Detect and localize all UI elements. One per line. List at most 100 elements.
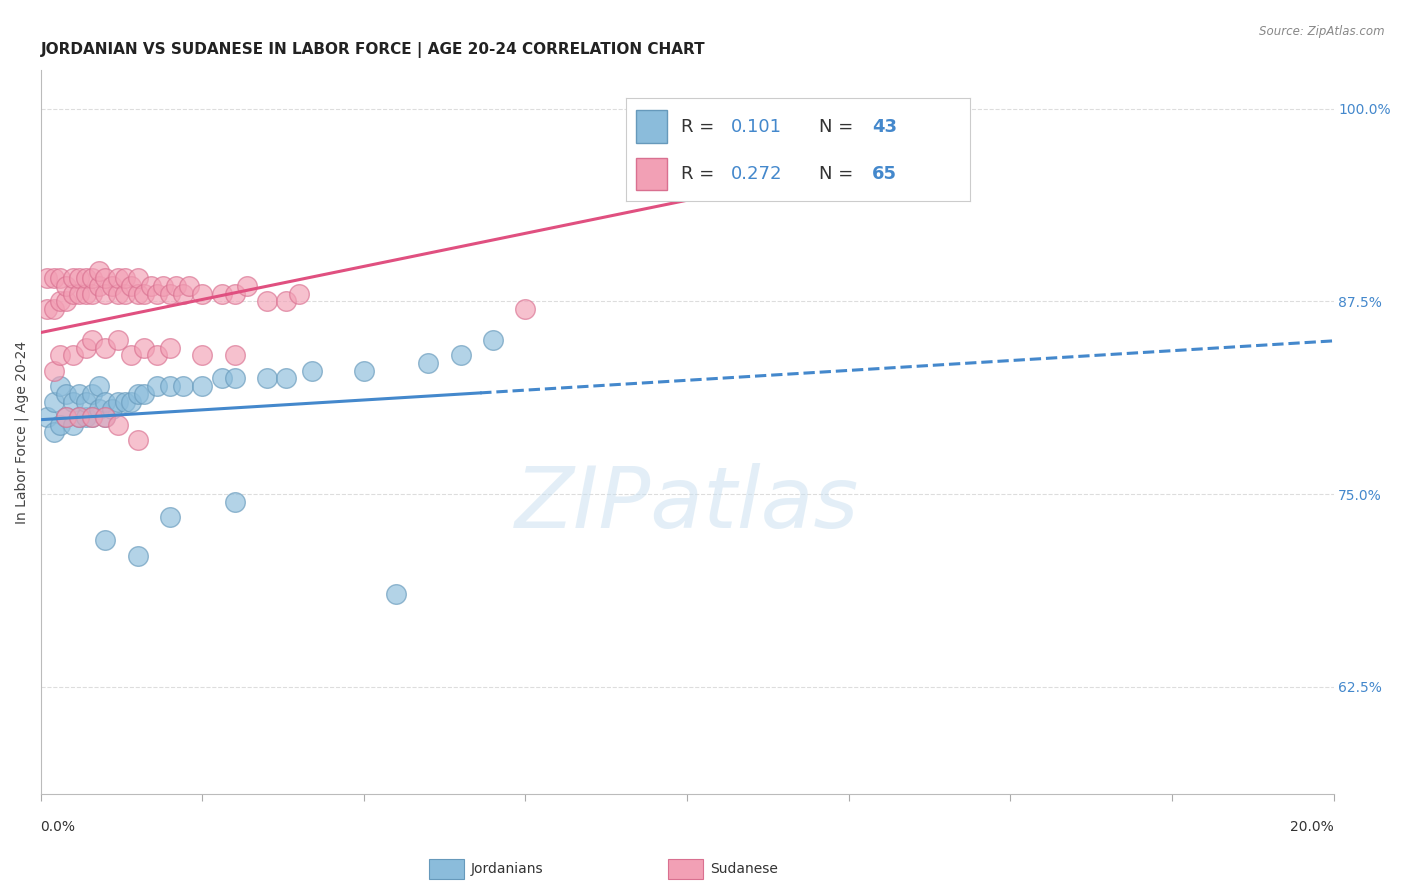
FancyBboxPatch shape (636, 158, 666, 190)
Point (114, 286, 136, 301)
Point (120, 348, 142, 362)
Point (191, 286, 214, 301)
Point (42, 394, 65, 409)
Point (191, 379, 214, 393)
Point (806, 117, 828, 131)
Point (211, 286, 233, 301)
Point (301, 364, 323, 378)
Text: N =: N = (818, 165, 859, 183)
Point (35, 409, 58, 424)
Point (82, 271, 104, 285)
Point (62, 286, 84, 301)
Point (67, 409, 90, 424)
Point (82, 409, 104, 424)
Point (87, 279, 110, 293)
Point (107, 333, 129, 347)
Point (67, 286, 90, 301)
Point (482, 333, 505, 347)
Point (62, 271, 84, 285)
FancyBboxPatch shape (636, 111, 666, 144)
Point (62, 348, 84, 362)
Point (132, 286, 155, 301)
Point (172, 379, 194, 393)
Point (159, 286, 181, 301)
Text: ZIPatlas: ZIPatlas (515, 463, 859, 546)
Text: 43: 43 (872, 118, 897, 136)
Point (62, 394, 84, 409)
Point (94, 286, 117, 301)
Point (67, 409, 90, 424)
Point (107, 271, 129, 285)
Point (75, 409, 97, 424)
Y-axis label: In Labor Force | Age 20-24: In Labor Force | Age 20-24 (15, 341, 30, 524)
Text: JORDANIAN VS SUDANESE IN LABOR FORCE | AGE 20-24 CORRELATION CHART: JORDANIAN VS SUDANESE IN LABOR FORCE | A… (41, 42, 706, 58)
Point (224, 371, 246, 385)
Point (224, 286, 246, 301)
Point (179, 279, 201, 293)
Point (49, 348, 72, 362)
Point (288, 286, 311, 301)
Point (165, 279, 187, 293)
Text: 65: 65 (872, 165, 897, 183)
Point (49, 379, 72, 393)
Point (87, 402, 110, 417)
Point (870, 117, 893, 131)
Point (139, 279, 162, 293)
Point (94, 341, 117, 355)
Point (127, 433, 149, 447)
Point (75, 271, 97, 285)
Point (94, 271, 117, 285)
Point (82, 387, 104, 401)
Point (62, 417, 84, 432)
Point (132, 341, 155, 355)
Point (127, 387, 149, 401)
Text: R =: R = (681, 118, 720, 136)
Text: 20.0%: 20.0% (1289, 820, 1333, 834)
Point (120, 279, 142, 293)
Point (82, 409, 104, 424)
Text: 0.272: 0.272 (731, 165, 782, 183)
Point (100, 402, 122, 417)
Point (100, 279, 122, 293)
Point (67, 271, 90, 285)
Point (224, 348, 246, 362)
Point (159, 510, 181, 524)
Text: N =: N = (818, 118, 859, 136)
Point (42, 425, 65, 440)
Point (107, 286, 129, 301)
Point (450, 348, 472, 362)
Point (353, 364, 375, 378)
Point (35, 302, 58, 317)
Point (159, 379, 181, 393)
Point (146, 379, 169, 393)
Point (159, 341, 181, 355)
Point (276, 294, 298, 309)
Point (55, 294, 77, 309)
Point (55, 409, 77, 424)
Text: 0.0%: 0.0% (41, 820, 76, 834)
Point (385, 587, 408, 601)
Point (107, 394, 129, 409)
Point (49, 417, 72, 432)
Point (172, 286, 194, 301)
Text: Source: ZipAtlas.com: Source: ZipAtlas.com (1260, 25, 1385, 38)
Point (114, 271, 136, 285)
Point (35, 271, 58, 285)
Point (55, 409, 77, 424)
Point (42, 302, 65, 317)
Point (224, 494, 246, 508)
Text: R =: R = (681, 165, 720, 183)
Point (94, 409, 117, 424)
Point (87, 263, 110, 277)
Point (256, 294, 278, 309)
Point (75, 341, 97, 355)
Point (276, 371, 298, 385)
Point (67, 387, 90, 401)
Point (191, 348, 214, 362)
Point (49, 271, 72, 285)
Point (42, 364, 65, 378)
Point (146, 286, 169, 301)
Point (55, 387, 77, 401)
Text: 0.101: 0.101 (731, 118, 782, 136)
Point (94, 394, 117, 409)
